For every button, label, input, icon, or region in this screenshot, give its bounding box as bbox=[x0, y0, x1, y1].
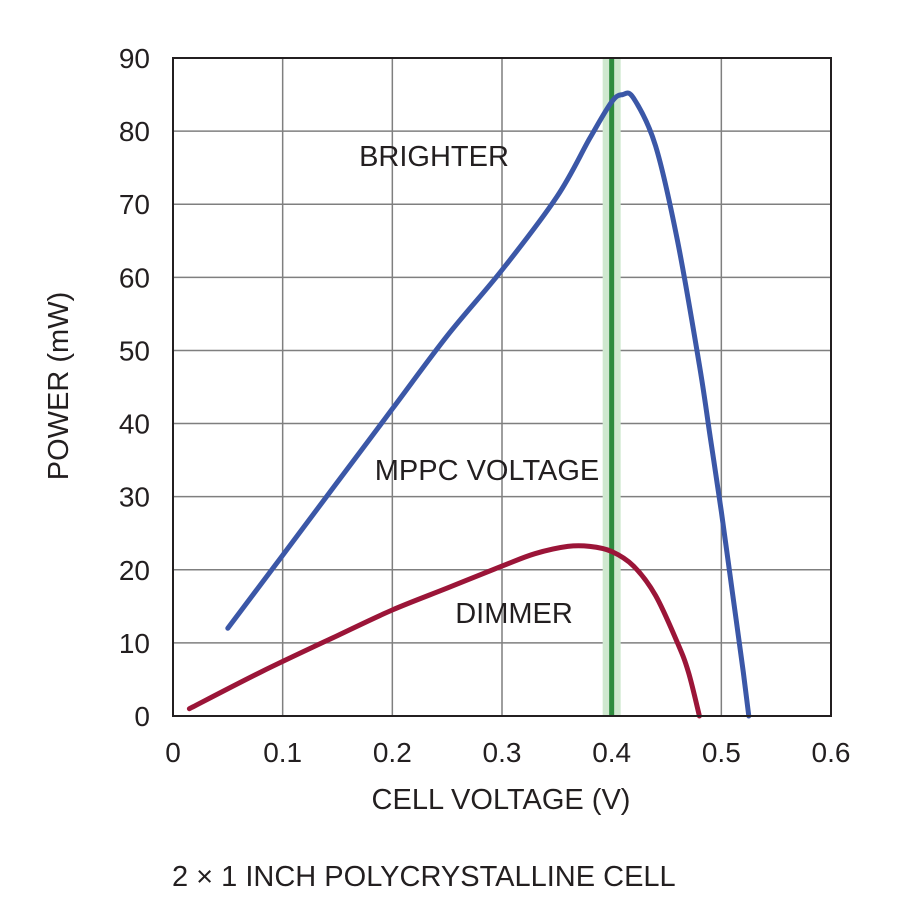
x-tick-label: 0 bbox=[165, 737, 181, 768]
y-tick-label: 30 bbox=[119, 482, 150, 513]
x-tick-labels: 0 0.1 0.2 0.3 0.4 0.5 0.6 bbox=[165, 737, 850, 768]
x-tick-label: 0.2 bbox=[373, 737, 412, 768]
label-mppc-voltage: MPPC VOLTAGE bbox=[375, 455, 600, 487]
x-tick-label: 0.5 bbox=[702, 737, 741, 768]
y-tick-label: 70 bbox=[119, 189, 150, 220]
label-dimmer: DIMMER bbox=[455, 598, 573, 630]
x-tick-label: 0.3 bbox=[483, 737, 522, 768]
brighter-curve bbox=[225, 90, 752, 719]
y-tick-label: 20 bbox=[119, 555, 150, 586]
y-tick-labels: 0 10 20 30 40 50 60 70 80 90 bbox=[119, 43, 150, 732]
y-tick-label: 60 bbox=[119, 262, 150, 293]
y-axis-title: POWER (mW) bbox=[43, 292, 75, 480]
x-tick-label: 0.4 bbox=[592, 737, 631, 768]
x-tick-label: 0.6 bbox=[812, 737, 851, 768]
y-tick-label: 90 bbox=[119, 43, 150, 74]
x-tick-label: 0.1 bbox=[263, 737, 302, 768]
y-tick-label: 80 bbox=[119, 116, 150, 147]
y-tick-label: 10 bbox=[119, 628, 150, 659]
label-brighter: BRIGHTER bbox=[359, 141, 509, 173]
chart-caption: 2 × 1 INCH POLYCRYSTALLINE CELL bbox=[172, 861, 676, 893]
dimmer-curve bbox=[186, 543, 702, 719]
y-tick-label: 0 bbox=[134, 701, 150, 732]
y-tick-label: 50 bbox=[119, 335, 150, 366]
y-tick-label: 40 bbox=[119, 409, 150, 440]
plot-frame bbox=[172, 57, 832, 717]
x-axis-title: CELL VOLTAGE (V) bbox=[372, 784, 631, 816]
